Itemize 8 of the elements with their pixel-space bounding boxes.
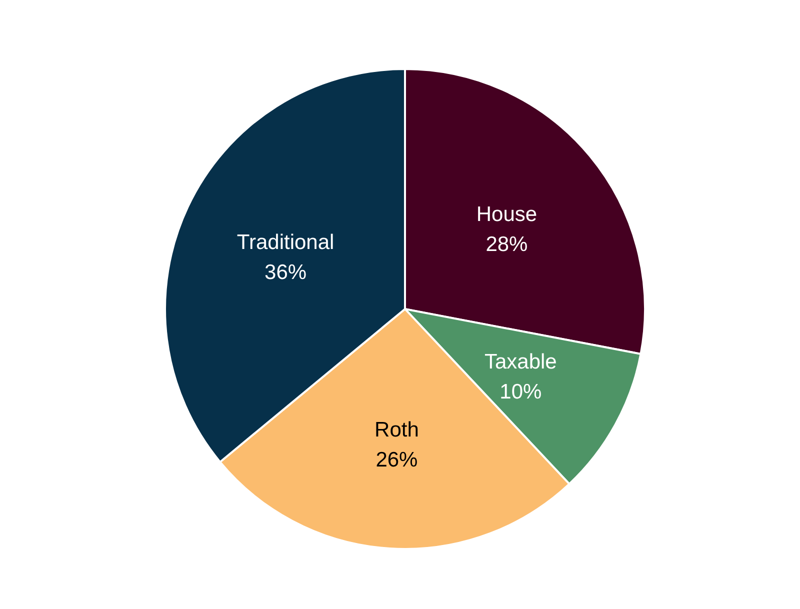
data-label: 10% (500, 380, 542, 404)
data-label: 36% (264, 260, 307, 284)
slice-label: Traditional (236, 230, 334, 254)
slice-label: Taxable (484, 350, 557, 374)
data-label: 28% (486, 232, 528, 256)
slice-label: House (476, 202, 538, 226)
data-label: 26% (376, 448, 418, 472)
slice-label: Roth (374, 418, 419, 442)
